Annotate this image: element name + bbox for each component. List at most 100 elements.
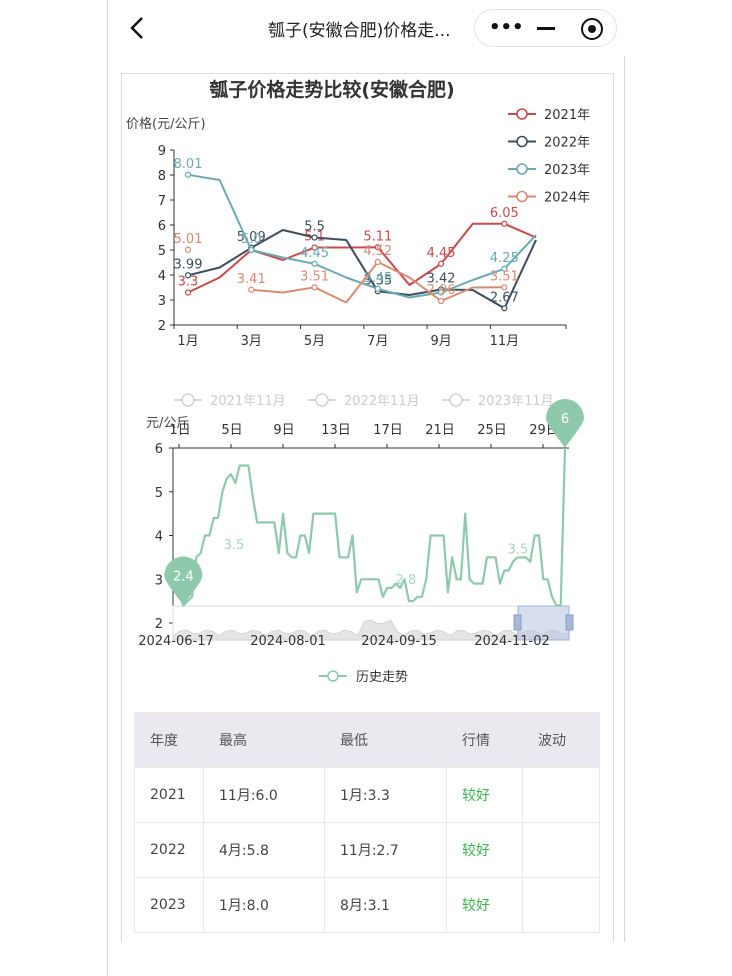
- cell-volatility: [522, 822, 600, 878]
- more-dots-icon[interactable]: •••: [489, 17, 524, 38]
- cell-market: 较好: [446, 822, 523, 878]
- price-comparison-chart: 瓠子价格走势比较(安徽合肥) 价格(元/公斤) 2021年2022年2023年2…: [126, 78, 590, 349]
- data-point: [437, 260, 445, 267]
- x-tick-label: 21日: [425, 423, 455, 438]
- mini-program-capsule: •••: [474, 9, 617, 47]
- legend-label: 2021年: [544, 108, 590, 123]
- x-tick-label: 3月: [241, 334, 262, 349]
- min-marker: 2.4: [164, 556, 203, 606]
- zoom-date-label: 2024-08-01: [250, 634, 326, 649]
- month-legend-item[interactable]: 2023年11月: [442, 393, 554, 409]
- data-point: [437, 297, 445, 305]
- data-label: 4.45: [300, 246, 329, 261]
- phone-frame: 瓠子(安徽合肥)价格走... ••• 瓠子价格走势比较(安徽合肥) 价格(元/公…: [107, 0, 626, 976]
- y-tick-label: 2: [158, 319, 166, 334]
- minus-icon[interactable]: [537, 27, 555, 30]
- data-point: [501, 284, 508, 291]
- x-tick-label: 5日: [221, 423, 242, 438]
- data-label: 5.0: [241, 232, 262, 247]
- zoom-date-label: 2024-11-02: [474, 634, 550, 649]
- history-legend-label: 历史走势: [356, 669, 408, 684]
- legend-marker: [516, 108, 528, 120]
- header-volatility: 波动: [522, 712, 600, 768]
- y-tick-label: 3: [158, 294, 166, 309]
- data-zoom-slider[interactable]: 2024-06-17 2024-08-01 2024-09-15 2024-11-02: [138, 605, 574, 649]
- legend-label: 2024年: [544, 191, 590, 206]
- data-label: 3.51: [300, 269, 329, 284]
- title-bar: 瓠子(安徽合肥)价格走... •••: [108, 0, 626, 56]
- data-label: 5.01: [174, 232, 203, 247]
- cell-year: 2023: [134, 877, 204, 933]
- month-legend-item[interactable]: 2021年11月: [174, 393, 286, 409]
- header-market: 行情: [446, 712, 523, 768]
- legend-marker: [516, 135, 528, 148]
- y-tick-label: 3: [155, 573, 163, 588]
- data-point: [311, 234, 318, 241]
- data-label: 3.45: [363, 271, 392, 286]
- series-2024年: 5.01 3.41 3.51 4.52 2.96 3.51: [174, 232, 519, 305]
- legend-label: 2022年: [544, 136, 590, 151]
- chart-series: 3.35.15.114.456.053.995.095.53.353.422.6…: [174, 157, 537, 312]
- header-highest: 最高: [203, 712, 325, 768]
- table-header-row: 年度 最高 最低 行情 波动: [134, 712, 600, 768]
- data-point: [501, 220, 508, 227]
- legend-marker: [181, 393, 195, 407]
- cell-lowest: 1月:3.3: [324, 767, 447, 823]
- data-label: 4.45: [427, 246, 456, 261]
- series-line: [187, 229, 537, 310]
- chevron-left-icon[interactable]: [126, 14, 150, 42]
- chart-axes: 2 3 4 5 6 7 8 9 1月 3月 5月 7月 9月 11月: [158, 144, 567, 349]
- legend-marker: [449, 393, 463, 407]
- table-row: 2023 1月:8.0 8月:3.1 较好: [134, 877, 600, 933]
- legend-item[interactable]: 2023年: [508, 163, 590, 178]
- data-label: 4.52: [363, 244, 392, 259]
- data-label: 3.41: [237, 272, 266, 287]
- data-label: 8.01: [174, 157, 203, 172]
- y-axis-label-2: 元/公斤: [146, 416, 189, 431]
- target-icon[interactable]: [581, 18, 603, 40]
- y-tick-label: 2: [155, 617, 163, 632]
- legend-item[interactable]: 2024年: [508, 191, 590, 206]
- chart-series-2: 3.5 2.8 3.5 2.4 6: [164, 399, 584, 607]
- data-label: 3.99: [174, 257, 203, 272]
- data-label: 3.51: [490, 269, 519, 284]
- price-summary-table: 年度 最高 最低 行情 波动 2021 11月:6.0 1月:3.3 较好 20…: [134, 712, 600, 933]
- cell-market: 较好: [446, 877, 523, 933]
- data-label: 2.67: [490, 290, 519, 305]
- series-2023年: 8.01 5.0 4.45 3.45 4.25: [174, 157, 537, 299]
- y-tick-label: 5: [155, 486, 163, 501]
- legend-item[interactable]: 2022年: [508, 136, 590, 151]
- chart-legend: 2021年 2022年 2023年 2024年: [508, 108, 590, 206]
- legend-label: 2022年11月: [344, 394, 420, 409]
- marker-pin: [546, 399, 584, 448]
- x-tick-label: 9日: [273, 423, 294, 438]
- data-point: [248, 286, 255, 293]
- x-tick-label: 7月: [367, 334, 388, 349]
- data-label: 3.3: [178, 275, 199, 290]
- x-tick-label: 17日: [373, 423, 403, 438]
- marker-pin: [164, 556, 203, 606]
- data-point: [184, 289, 192, 296]
- data-point: [311, 260, 318, 267]
- data-point: [311, 244, 318, 251]
- series-2021年: 3.35.15.114.456.05: [178, 206, 537, 296]
- y-axis-label: 价格(元/公斤): [126, 116, 206, 132]
- zoom-handle-right: [565, 614, 574, 631]
- data-label: 4.25: [490, 251, 519, 266]
- zoom-window: [517, 605, 570, 641]
- x-tick-label: 25日: [477, 423, 507, 438]
- cell-highest: 11月:6.0: [203, 767, 325, 823]
- legend-marker: [516, 163, 528, 175]
- series-line: [187, 222, 537, 294]
- bottom-bar: [108, 942, 626, 976]
- y-tick-label: 8: [158, 169, 166, 184]
- data-point: [374, 244, 381, 251]
- x-tick-label: 11月: [490, 334, 520, 349]
- legend-label: 2023年11月: [478, 394, 554, 409]
- marker-label: 6: [561, 412, 569, 427]
- legend-item[interactable]: 2021年: [508, 108, 590, 123]
- x-tick-label: 13日: [321, 423, 351, 438]
- month-legend-item[interactable]: 2022年11月: [308, 393, 420, 409]
- history-legend[interactable]: 历史走势: [319, 669, 408, 684]
- chart-title: 瓠子价格走势比较(安徽合肥): [208, 78, 454, 101]
